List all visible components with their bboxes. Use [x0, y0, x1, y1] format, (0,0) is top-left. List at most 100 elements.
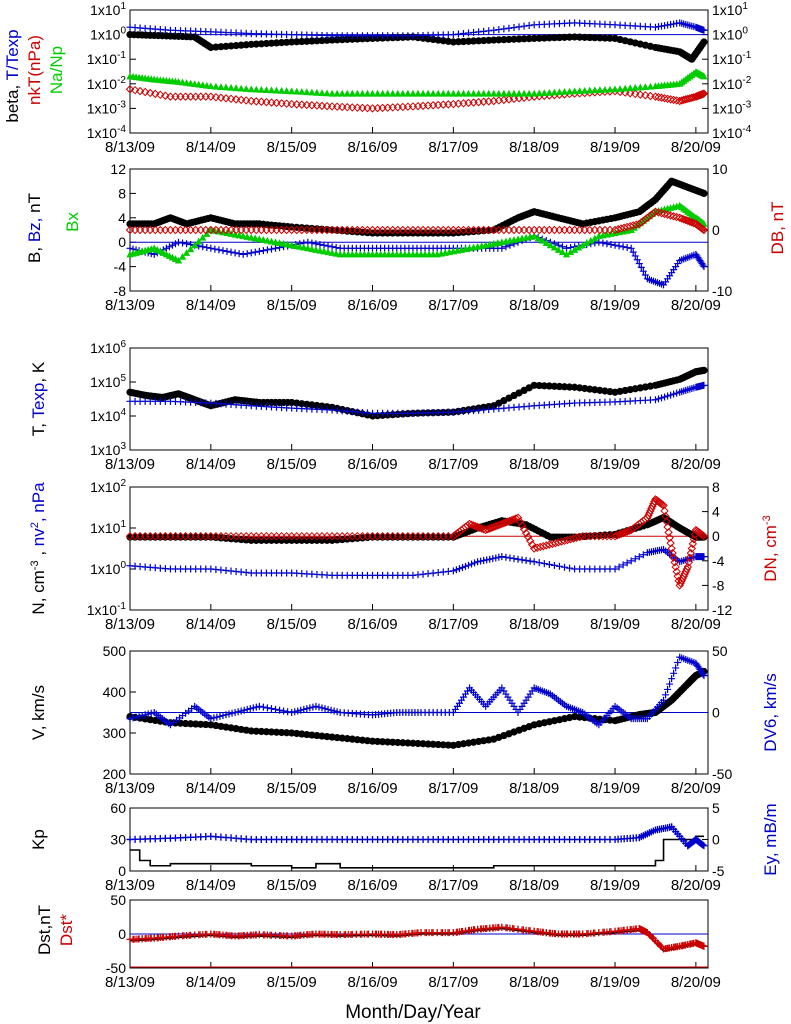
- data-point: [554, 246, 563, 253]
- data-point: [328, 89, 336, 97]
- data-point: [463, 521, 472, 530]
- data-point: [596, 86, 604, 93]
- data-point: [560, 383, 569, 391]
- data-point: [267, 86, 276, 94]
- y-tick-label: 1x104: [90, 407, 126, 424]
- data-point: [669, 212, 678, 221]
- data-point: [231, 709, 239, 716]
- data-point: [459, 37, 468, 46]
- data-point: [141, 711, 149, 719]
- x-tick-label: 8/20/09: [671, 616, 721, 633]
- y-tick-label: 4: [118, 210, 126, 226]
- data-point: [689, 535, 699, 544]
- y-axis-label-left-2: nkT(nPa): [25, 35, 44, 105]
- series-na-np: [126, 68, 708, 97]
- data-point: [485, 524, 494, 533]
- data-point: [465, 519, 474, 529]
- data-point: [464, 89, 473, 97]
- data-point: [576, 33, 584, 41]
- data-point: [534, 234, 542, 242]
- data-point: [394, 738, 402, 747]
- data-point: [505, 89, 513, 97]
- data-point: [404, 739, 412, 747]
- data-point: [333, 36, 341, 44]
- x-tick-label: 8/13/09: [105, 456, 155, 473]
- y-axis-label-left: Dst,nT: [35, 905, 54, 955]
- data-point: [670, 669, 678, 677]
- data-point: [641, 271, 649, 279]
- data-point: [228, 709, 236, 717]
- data-point: [309, 703, 317, 711]
- data-point: [247, 225, 256, 235]
- data-point: [373, 89, 382, 97]
- data-point: [631, 252, 639, 260]
- data-point: [666, 680, 674, 688]
- data-point: [179, 239, 187, 247]
- data-point: [535, 34, 543, 42]
- data-point: [664, 392, 672, 400]
- data-point: [660, 696, 668, 704]
- data-point: [575, 225, 584, 235]
- data-point: [673, 389, 681, 397]
- data-point: [277, 86, 286, 94]
- data-point: [477, 557, 485, 565]
- y2-tick-label: -5: [712, 863, 725, 879]
- data-point: [586, 33, 594, 42]
- data-point: [538, 236, 546, 244]
- data-point: [514, 225, 524, 235]
- data-point: [241, 225, 251, 235]
- data-point: [684, 558, 694, 567]
- data-point: [348, 89, 356, 97]
- y-axis-label-left: N, cm-3 , nv2, nPa: [29, 482, 48, 615]
- data-point: [252, 97, 261, 106]
- data-point: [277, 99, 286, 108]
- data-point: [166, 225, 175, 235]
- data-point: [519, 525, 529, 534]
- data-point: [525, 536, 535, 546]
- data-point: [210, 714, 218, 722]
- data-point: [389, 89, 397, 97]
- data-point: [636, 90, 645, 99]
- x-tick-label: 8/18/09: [509, 139, 559, 156]
- data-point: [700, 553, 708, 561]
- data-point: [452, 566, 460, 574]
- data-point: [699, 531, 709, 541]
- data-point: [520, 22, 528, 30]
- data-point: [231, 249, 239, 257]
- y-tick-label: 1x10-4: [87, 124, 127, 141]
- data-point: [207, 715, 215, 723]
- data-point: [515, 517, 525, 526]
- data-point: [467, 520, 476, 529]
- data-point: [595, 225, 605, 235]
- data-point: [171, 92, 180, 101]
- data-point: [469, 521, 478, 530]
- data-point: [685, 217, 695, 226]
- data-point: [560, 225, 569, 235]
- y-tick-label: 0: [118, 863, 126, 879]
- data-point: [262, 86, 271, 93]
- data-point: [272, 728, 281, 736]
- y-axis-label-left: V, km/s: [29, 685, 48, 740]
- y-axis-label-left: beta, T/Texp: [3, 29, 22, 122]
- data-point: [272, 244, 280, 252]
- data-point: [550, 382, 559, 390]
- data-point: [495, 520, 505, 529]
- data-point: [687, 218, 697, 227]
- x-tick-label: 8/15/09: [267, 456, 317, 473]
- y-axis-label-right: DB, nT: [768, 202, 787, 255]
- data-point: [315, 703, 323, 711]
- data-point: [530, 558, 538, 566]
- data-point: [240, 706, 248, 714]
- data-point: [236, 95, 246, 105]
- y-tick-label: -50: [106, 960, 126, 976]
- data-point: [540, 34, 548, 42]
- x-tick-label: 8/13/09: [105, 780, 155, 797]
- data-point: [242, 85, 250, 92]
- data-point: [215, 246, 223, 254]
- data-point: [700, 26, 708, 34]
- y-axis-label-right: DN, cm-3: [761, 515, 780, 581]
- data-point: [458, 563, 466, 571]
- data-point: [138, 712, 146, 720]
- data-point: [677, 214, 686, 223]
- data-point: [455, 565, 463, 573]
